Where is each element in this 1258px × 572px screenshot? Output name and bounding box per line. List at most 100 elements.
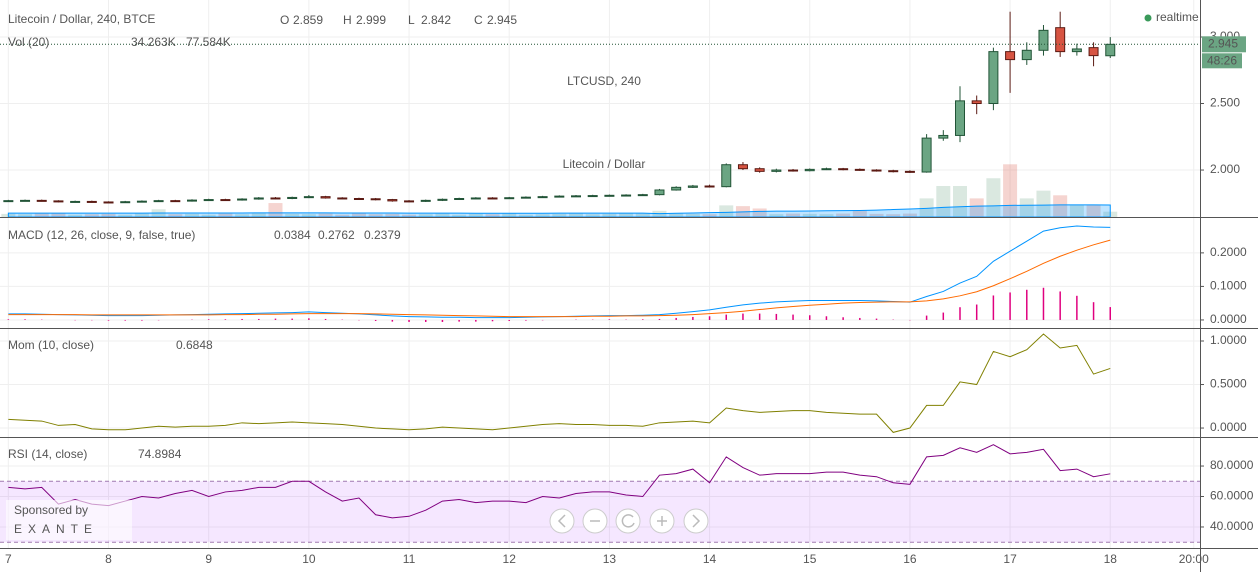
candle-body: [838, 168, 849, 171]
reset[interactable]: [615, 508, 641, 534]
volume-bar: [402, 214, 417, 217]
volume-bar: [969, 198, 984, 217]
candle-body: [470, 197, 481, 200]
ohlc-value: 2.859: [293, 13, 323, 27]
ohlc-key: L: [408, 13, 415, 27]
sponsor-box: [6, 500, 132, 540]
candle-body: [504, 197, 515, 200]
x-tick-label: 13: [603, 552, 617, 566]
candle-body: [70, 200, 81, 203]
volume-bar: [902, 213, 917, 217]
volume-bar: [886, 214, 901, 217]
candle-body: [237, 198, 248, 201]
candle-body: [888, 170, 899, 173]
volume-bar: [118, 214, 133, 217]
x-tick-label: 7: [5, 552, 12, 566]
candle-body: [537, 196, 548, 199]
candle-body: [938, 134, 949, 139]
x-tick-label: 18: [1104, 552, 1118, 566]
volume-bar: [1019, 198, 1034, 217]
price-tag: [1202, 36, 1246, 53]
candle-body: [487, 197, 498, 200]
volume-bar: [235, 214, 250, 217]
candle-body: [587, 195, 598, 198]
watermark: LTCUSD, 240: [567, 74, 641, 88]
ohlc-value: 2.945: [487, 13, 517, 27]
volume-bar: [368, 214, 383, 217]
volume-bar: [285, 213, 300, 217]
candle-body: [120, 201, 131, 204]
pane-title: MACD (12, 26, close, 9, false, true): [8, 228, 195, 242]
volume-bar: [953, 186, 967, 217]
volume-bar: [1069, 204, 1084, 217]
series-line: [8, 333, 1111, 433]
candle-body: [303, 196, 314, 199]
scroll-right[interactable]: [683, 508, 709, 534]
icon: [692, 514, 701, 528]
x-tick-label: 17: [1003, 552, 1017, 566]
candle-body: [187, 199, 197, 202]
scroll-left[interactable]: [549, 508, 575, 534]
ohlc-value: 2.842: [421, 13, 451, 27]
countdown-tag: [1202, 53, 1242, 69]
candle-body: [771, 169, 782, 172]
icon: [621, 514, 635, 528]
volume-bar: [385, 213, 400, 217]
volume-bar: [1036, 190, 1051, 217]
candle-body: [404, 200, 415, 203]
candle-body: [554, 195, 565, 198]
volume-bar: [869, 213, 884, 217]
volume-bar: [852, 210, 867, 217]
volume-bar: [635, 213, 650, 217]
volume-bar: [418, 214, 433, 217]
volume-bar: [535, 214, 550, 217]
candle-body: [604, 194, 615, 197]
candle-body: [387, 199, 398, 202]
volume-bar: [719, 205, 734, 217]
volume-bar: [435, 213, 450, 217]
x-tick-label: 11: [403, 552, 416, 566]
volume-bar: [251, 213, 266, 217]
candle-body: [103, 201, 114, 204]
volume-bar: [318, 213, 333, 217]
volume-bar: [268, 203, 283, 217]
volume-bar: [201, 214, 216, 217]
y-tick-label: 0.0000: [1210, 312, 1247, 326]
y-tick-label: 60.0000: [1210, 489, 1254, 503]
x-tick-label: 8: [105, 552, 112, 566]
volume-bar: [101, 213, 116, 217]
candle-body: [721, 164, 732, 188]
x-tick-label: 16: [903, 552, 917, 566]
candle-body: [571, 195, 581, 198]
candle-body: [821, 168, 832, 171]
y-tick-label: 1.0000: [1210, 333, 1247, 347]
candle-body: [1005, 51, 1016, 61]
series-line: [8, 239, 1111, 318]
candle-body: [955, 100, 965, 136]
volume-bar: [1003, 164, 1018, 217]
volume-bar: [485, 214, 500, 217]
volume-bar: [68, 214, 83, 217]
candle-body: [871, 169, 882, 172]
volume-bar: [702, 214, 717, 217]
volume-bar: [34, 213, 49, 217]
ohlc-key: O: [280, 13, 289, 27]
volume-bar: [468, 213, 483, 217]
candle-body: [988, 51, 999, 105]
y-tick-label: 2.000: [1210, 162, 1240, 176]
volume-bar: [769, 214, 784, 217]
y-tick-label: 40.0000: [1210, 519, 1254, 533]
volume-value: 34.263K: [131, 35, 176, 49]
candle-body: [437, 198, 448, 201]
icon: [557, 514, 566, 528]
volume-bar: [84, 214, 99, 217]
candle-body: [320, 196, 331, 199]
volume-title: Vol (20): [8, 35, 49, 49]
candle-body: [270, 197, 281, 200]
volume-bar: [18, 214, 33, 217]
pane-value: 0.2762: [318, 228, 355, 242]
volume-bar: [185, 213, 199, 217]
candle-body: [704, 185, 715, 188]
y-tick-label: 2.500: [1210, 96, 1240, 110]
volume-bar: [669, 213, 684, 217]
